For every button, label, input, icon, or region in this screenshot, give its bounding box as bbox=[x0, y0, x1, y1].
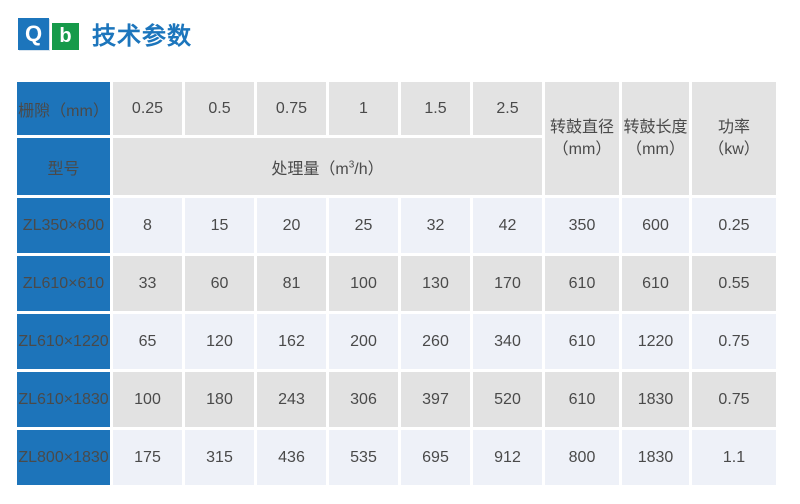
value-cell: 42 bbox=[473, 198, 542, 253]
value-cell: 260 bbox=[401, 314, 470, 369]
value-cell: 520 bbox=[473, 372, 542, 427]
value-cell: 695 bbox=[401, 430, 470, 485]
drum-length-header: 转鼓长度 （mm） bbox=[622, 82, 689, 195]
value-cell: 610 bbox=[545, 372, 619, 427]
header-row-model: 型号 处理量（m3/h） bbox=[17, 138, 776, 195]
model-cell: ZL610×1830 bbox=[17, 372, 110, 427]
drum-diameter-line2: （mm） bbox=[552, 140, 612, 158]
value-cell: 32 bbox=[401, 198, 470, 253]
value-cell: 397 bbox=[401, 372, 470, 427]
value-cell: 610 bbox=[622, 256, 689, 311]
page-title: 技术参数 bbox=[92, 22, 192, 50]
value-cell: 65 bbox=[113, 314, 182, 369]
value-cell: 535 bbox=[329, 430, 398, 485]
value-cell: 340 bbox=[473, 314, 542, 369]
value-cell: 0.55 bbox=[692, 256, 776, 311]
power-header: 功率 （kw） bbox=[692, 82, 776, 195]
model-cell: ZL610×1220 bbox=[17, 314, 110, 369]
value-cell: 130 bbox=[401, 256, 470, 311]
value-cell: 100 bbox=[329, 256, 398, 311]
value-cell: 315 bbox=[185, 430, 254, 485]
value-cell: 162 bbox=[257, 314, 326, 369]
value-cell: 15 bbox=[185, 198, 254, 253]
value-cell: 1.1 bbox=[692, 430, 776, 485]
drum-diameter-line1: 转鼓直径 bbox=[549, 118, 614, 136]
value-cell: 610 bbox=[545, 314, 619, 369]
model-cell: ZL800×1830 bbox=[17, 430, 110, 485]
value-cell: 350 bbox=[545, 198, 619, 253]
table-row: ZL610×610 33 60 81 100 130 170 610 610 0… bbox=[17, 256, 776, 311]
value-cell: 306 bbox=[329, 372, 398, 427]
brand-logo: Q b bbox=[18, 18, 79, 50]
value-cell: 100 bbox=[113, 372, 182, 427]
capacity-superscript: 3 bbox=[348, 159, 355, 171]
power-line2: （kw） bbox=[708, 140, 760, 158]
value-cell: 610 bbox=[545, 256, 619, 311]
drum-diameter-header: 转鼓直径 （mm） bbox=[545, 82, 619, 195]
technical-parameters-table: 栅隙（mm） 0.25 0.5 0.75 1 1.5 2.5 转鼓直径 （mm）… bbox=[14, 79, 779, 488]
value-cell: 600 bbox=[622, 198, 689, 253]
table-row: ZL610×1220 65 120 162 200 260 340 610 12… bbox=[17, 314, 776, 369]
table-row: ZL800×1830 175 315 436 535 695 912 800 1… bbox=[17, 430, 776, 485]
value-cell: 0.25 bbox=[692, 198, 776, 253]
value-cell: 0.75 bbox=[692, 372, 776, 427]
table-row: ZL350×600 8 15 20 25 32 42 350 600 0.25 bbox=[17, 198, 776, 253]
model-cell: ZL350×600 bbox=[17, 198, 110, 253]
capacity-suffix: /h） bbox=[354, 160, 384, 178]
gap-value-cell: 0.25 bbox=[113, 82, 182, 135]
logo-b-icon: b bbox=[52, 23, 79, 50]
value-cell: 0.75 bbox=[692, 314, 776, 369]
gap-label-cell: 栅隙（mm） bbox=[17, 82, 110, 135]
gap-value-cell: 1 bbox=[329, 82, 398, 135]
value-cell: 180 bbox=[185, 372, 254, 427]
value-cell: 8 bbox=[113, 198, 182, 253]
value-cell: 912 bbox=[473, 430, 542, 485]
gap-value-cell: 2.5 bbox=[473, 82, 542, 135]
power-line1: 功率 bbox=[717, 118, 750, 136]
header-row-gap: 栅隙（mm） 0.25 0.5 0.75 1 1.5 2.5 转鼓直径 （mm）… bbox=[17, 82, 776, 195]
value-cell: 800 bbox=[545, 430, 619, 485]
value-cell: 33 bbox=[113, 256, 182, 311]
value-cell: 1830 bbox=[622, 430, 689, 485]
value-cell: 60 bbox=[185, 256, 254, 311]
value-cell: 1830 bbox=[622, 372, 689, 427]
capacity-prefix: 处理量（m bbox=[271, 160, 349, 178]
value-cell: 20 bbox=[257, 198, 326, 253]
value-cell: 436 bbox=[257, 430, 326, 485]
gap-value-cell: 1.5 bbox=[401, 82, 470, 135]
section-header: Q b 技术参数 bbox=[0, 0, 800, 50]
drum-length-line1: 转鼓长度 bbox=[623, 118, 688, 136]
logo-q-icon: Q bbox=[18, 18, 49, 50]
model-cell: ZL610×610 bbox=[17, 256, 110, 311]
value-cell: 243 bbox=[257, 372, 326, 427]
value-cell: 120 bbox=[185, 314, 254, 369]
value-cell: 25 bbox=[329, 198, 398, 253]
gap-value-cell: 0.75 bbox=[257, 82, 326, 135]
table-row: ZL610×1830 100 180 243 306 397 520 610 1… bbox=[17, 372, 776, 427]
value-cell: 170 bbox=[473, 256, 542, 311]
value-cell: 200 bbox=[329, 314, 398, 369]
value-cell: 1220 bbox=[622, 314, 689, 369]
value-cell: 81 bbox=[257, 256, 326, 311]
capacity-header-cell: 处理量（m3/h） bbox=[113, 138, 542, 195]
drum-length-line2: （mm） bbox=[626, 140, 685, 158]
value-cell: 175 bbox=[113, 430, 182, 485]
gap-value-cell: 0.5 bbox=[185, 82, 254, 135]
model-label-cell: 型号 bbox=[17, 138, 110, 195]
